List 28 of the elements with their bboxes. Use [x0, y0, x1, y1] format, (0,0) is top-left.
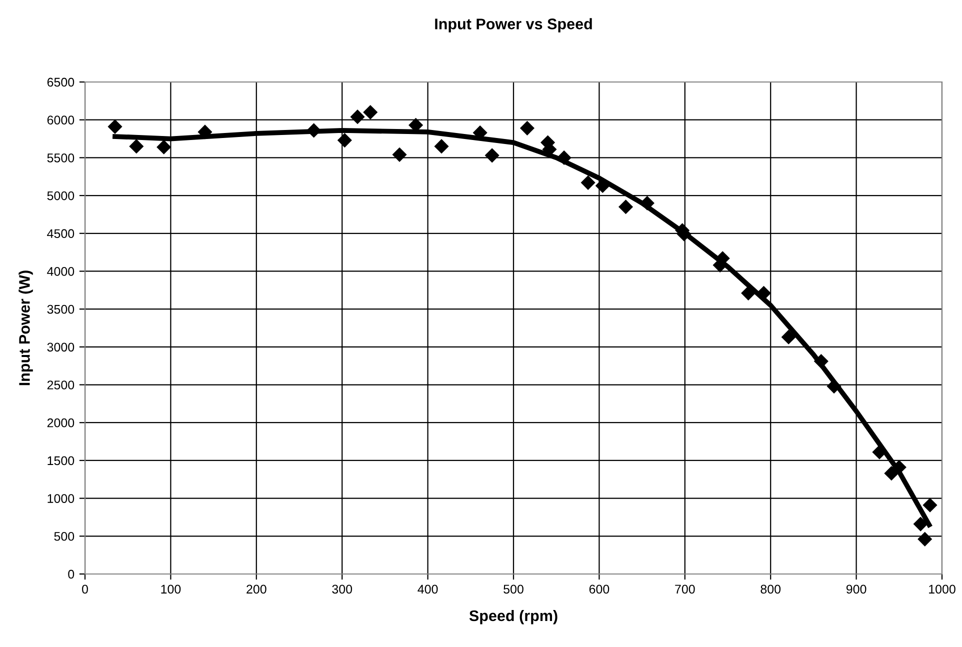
- y-tick-label: 1000: [48, 494, 74, 503]
- y-tick-label: 3000: [47, 342, 74, 352]
- y-tick-label: 1500: [48, 456, 74, 466]
- y-tick-label: 2000: [47, 418, 74, 428]
- x-tick-label: 700: [675, 584, 695, 594]
- y-tick-label: 4000: [47, 267, 74, 276]
- y-tick-label: 5500: [47, 153, 74, 162]
- x-tick-label: 200: [246, 584, 266, 594]
- x-tick-label: 900: [846, 584, 866, 594]
- x-tick-label: 800: [760, 584, 781, 594]
- x-tick-label: 400: [418, 584, 438, 594]
- y-tick-label: 6000: [47, 116, 74, 124]
- y-tick-label: 5000: [47, 191, 74, 200]
- x-tick-label: 0: [82, 584, 88, 594]
- x-tick-label: 100: [161, 584, 181, 594]
- x-tick-label: 300: [332, 584, 352, 594]
- x-tick-label: 500: [504, 584, 524, 594]
- y-tick-label: 4500: [47, 229, 74, 238]
- y-tick-label: 2500: [47, 380, 74, 390]
- y-axis-title: Input Power (W): [18, 270, 33, 386]
- x-tick-label: 1000: [929, 584, 956, 594]
- y-tick-label: 6500: [47, 78, 74, 87]
- chart-title: Input Power vs Speed: [435, 18, 592, 32]
- y-tick-label: 3500: [47, 304, 74, 314]
- y-tick-label: 0: [68, 570, 74, 579]
- x-axis-title: Speed (rpm): [469, 610, 558, 624]
- y-tick-label: 500: [54, 532, 74, 541]
- x-tick-label: 600: [589, 584, 610, 594]
